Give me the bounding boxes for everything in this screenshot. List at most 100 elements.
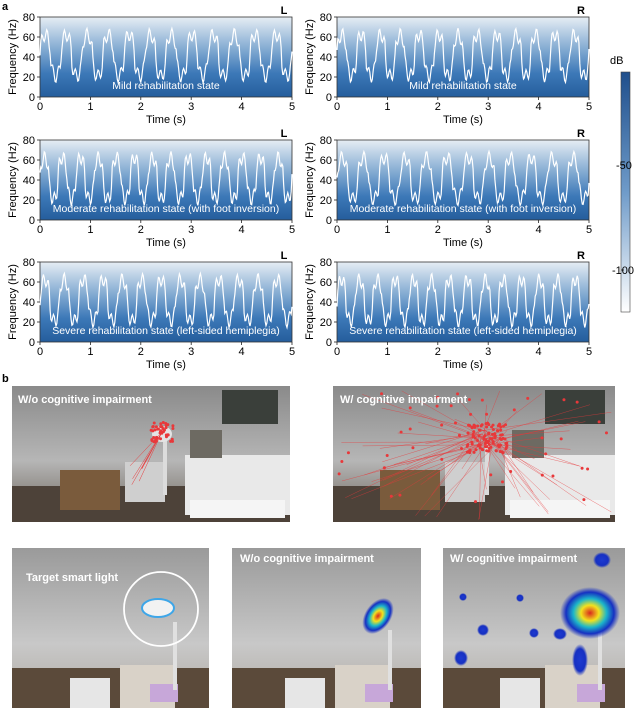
- gaze-point: [485, 425, 489, 429]
- x-axis-label: Time (s): [443, 237, 483, 249]
- photo-label-bottom-right: W/ cognitive impairment: [450, 553, 577, 565]
- x-tick-label: 5: [586, 101, 592, 113]
- gaze-point: [171, 426, 175, 430]
- gaze-point: [497, 445, 501, 449]
- x-tick-label: 1: [87, 101, 93, 113]
- gaze-saccade-line: [393, 444, 487, 465]
- gaze-point: [493, 434, 497, 438]
- gaze-point: [489, 445, 493, 449]
- gaze-point: [580, 466, 584, 470]
- gaze-points-without-impairment: [129, 420, 175, 485]
- gaze-point: [485, 445, 489, 449]
- gaze-point: [483, 434, 487, 438]
- x-tick-label: 0: [37, 224, 43, 236]
- gaze-point: [436, 395, 440, 399]
- gaze-point: [597, 420, 601, 424]
- gaze-point: [411, 446, 415, 450]
- gaze-saccade-line: [478, 434, 495, 520]
- gaze-point: [472, 423, 476, 427]
- spectral-contour-line: [39, 26, 293, 85]
- spectrogram-panel: Moderate rehabilitation state (with foot…: [304, 128, 592, 249]
- gaze-point: [440, 457, 444, 461]
- gaze-saccade-line: [488, 440, 550, 500]
- gaze-point: [485, 439, 489, 443]
- gaze-point: [474, 448, 478, 452]
- y-tick-label: 0: [29, 337, 35, 349]
- x-tick-label: 1: [384, 101, 390, 113]
- gaze-point: [382, 466, 386, 470]
- gaze-point: [526, 396, 530, 400]
- gaze-point: [484, 422, 488, 426]
- gaze-point: [490, 437, 494, 441]
- gaze-point: [470, 442, 474, 446]
- gaze-points-with-impairment: [337, 390, 612, 520]
- gaze-saccade-line: [138, 431, 163, 482]
- gaze-point: [540, 473, 544, 477]
- gaze-point: [470, 426, 474, 430]
- gaze-point: [473, 500, 477, 504]
- spectrogram-panel: Severe rehabilitation state (left-sided …: [7, 250, 295, 371]
- gaze-point: [551, 474, 555, 478]
- x-tick-label: 4: [536, 224, 542, 236]
- gaze-point: [469, 412, 473, 416]
- y-tick-label: 60: [320, 277, 332, 289]
- spectral-contour-line: [39, 149, 293, 208]
- gaze-point: [153, 428, 157, 432]
- gaze-point: [478, 443, 482, 447]
- gaze-point: [159, 425, 163, 429]
- x-tick-label: 5: [289, 346, 295, 358]
- y-tick-label: 20: [320, 72, 332, 84]
- x-tick-label: 1: [87, 346, 93, 358]
- y-tick-label: 60: [320, 32, 332, 44]
- gaze-point: [476, 439, 480, 443]
- gaze-point: [337, 472, 341, 476]
- gaze-point: [408, 427, 412, 431]
- photo-label-top-right: W/ cognitive impairment: [340, 394, 467, 406]
- gaze-point: [159, 437, 163, 441]
- gaze-point: [502, 424, 506, 428]
- gaze-point: [472, 450, 476, 454]
- gaze-point: [490, 425, 494, 429]
- gaze-point: [481, 448, 485, 452]
- colorbar-unit: dB: [610, 55, 623, 67]
- x-tick-label: 1: [384, 224, 390, 236]
- x-tick-label: 0: [37, 346, 43, 358]
- gaze-point: [435, 404, 439, 408]
- gaze-point: [562, 398, 566, 402]
- gaze-point: [494, 449, 498, 453]
- y-axis-label: Frequency (Hz): [7, 19, 19, 95]
- gaze-point: [500, 480, 504, 484]
- spectrogram-panel: Mild rehabilitation state R 0 20 40 60 80 0 1 2 3 4…: [304, 5, 592, 126]
- spectral-contour-line: [336, 149, 590, 208]
- y-tick-label: 40: [23, 52, 35, 64]
- gaze-saccade-line: [424, 443, 497, 517]
- x-axis-label: Time (s): [443, 114, 483, 126]
- y-tick-label: 80: [320, 257, 332, 269]
- x-tick-label: 4: [239, 346, 245, 358]
- gaze-point: [466, 443, 470, 447]
- x-tick-label: 0: [334, 101, 340, 113]
- gaze-point: [152, 421, 156, 425]
- gaze-point: [456, 392, 460, 396]
- y-tick-label: 60: [320, 155, 332, 167]
- x-tick-label: 1: [384, 346, 390, 358]
- gaze-point: [169, 439, 173, 443]
- gaze-point: [544, 452, 548, 456]
- gaze-point: [485, 449, 489, 453]
- gaze-point: [161, 420, 165, 424]
- spectrogram-condition-label: Severe rehabilitation state (left-sided …: [52, 325, 280, 337]
- gaze-point: [467, 398, 471, 402]
- gaze-point: [459, 447, 463, 451]
- gaze-point: [449, 404, 453, 408]
- gaze-point: [604, 431, 608, 435]
- y-tick-label: 60: [23, 32, 35, 44]
- gaze-point: [498, 450, 502, 454]
- x-tick-label: 2: [138, 101, 144, 113]
- y-tick-label: 0: [29, 215, 35, 227]
- heatmap-hotspot: [362, 597, 394, 635]
- gaze-saccade-line: [486, 393, 542, 437]
- gaze-point: [480, 423, 484, 427]
- gaze-point: [408, 406, 412, 410]
- spectrogram-side-tag: L: [281, 250, 288, 262]
- gaze-saccade-line: [415, 432, 482, 516]
